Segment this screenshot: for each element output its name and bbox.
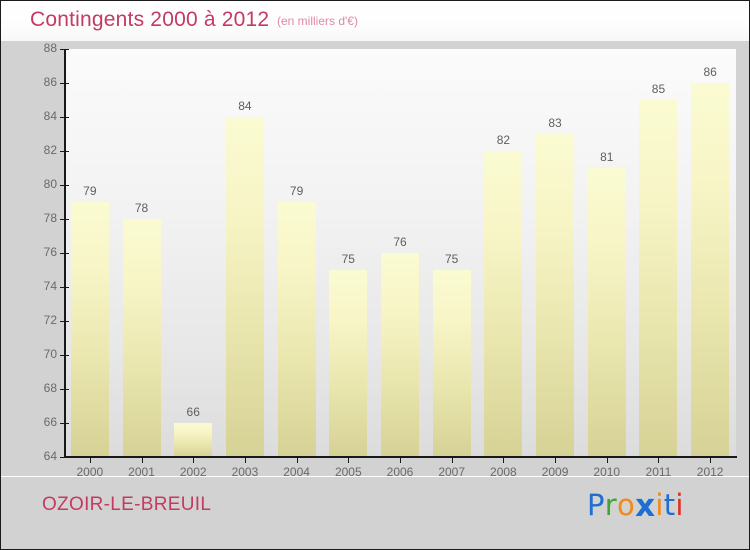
chart-footer: OZOIR-LE-BREUIL Proxiti <box>1 476 749 549</box>
y-axis-tick <box>60 82 69 84</box>
x-axis-tick <box>400 458 401 463</box>
x-axis-tick <box>348 458 350 463</box>
bar-2002[interactable] <box>174 423 213 457</box>
y-axis-tick-label: 70 <box>43 347 57 361</box>
y-axis-tick-label: 86 <box>43 75 57 89</box>
y-axis-tick <box>60 422 69 424</box>
y-axis-tick-label: 84 <box>43 109 57 123</box>
x-axis-line <box>64 456 737 458</box>
y-axis-tick <box>60 456 69 458</box>
x-axis-tick-label: 2001 <box>128 465 155 479</box>
y-axis-tick <box>60 48 69 50</box>
x-axis-tick <box>606 458 608 463</box>
bar-2009[interactable] <box>536 134 575 457</box>
bar-2007[interactable] <box>432 270 471 457</box>
y-axis-tick-label: 68 <box>43 381 57 395</box>
y-axis-tick-label: 80 <box>43 177 57 191</box>
bar-value-label: 78 <box>134 201 149 215</box>
bar-value-label: 84 <box>238 99 252 113</box>
bar-2010[interactable] <box>587 168 626 457</box>
x-axis-tick-label: 2004 <box>283 465 310 479</box>
bar-2003[interactable] <box>225 117 264 457</box>
y-axis-tick-label: 74 <box>43 279 57 293</box>
x-axis-tick-label: 2010 <box>593 465 621 479</box>
proxiti-logo[interactable]: Proxiti <box>587 488 684 524</box>
x-axis-tick <box>193 458 195 463</box>
bar-value-label: 81 <box>600 150 614 164</box>
x-axis-tick <box>451 458 453 463</box>
x-axis-tick <box>244 458 246 463</box>
y-axis-tick-label: 78 <box>43 211 57 225</box>
chart-title: Contingents 2000 à 2012 <box>30 8 270 31</box>
bar-value-label: 85 <box>651 82 666 96</box>
bar-value-label: 75 <box>341 252 355 266</box>
x-axis-tick-label: 2005 <box>334 465 362 479</box>
x-axis-tick-label: 2011 <box>645 465 672 479</box>
bar-2012[interactable] <box>691 83 730 457</box>
x-axis-tick-label: 2012 <box>696 465 724 479</box>
bar-value-label: 83 <box>548 116 562 130</box>
x-axis-tick <box>89 458 91 463</box>
bar-value-label: 79 <box>83 184 97 198</box>
y-axis-tick-label: 64 <box>43 449 57 463</box>
x-axis-tick <box>658 458 660 463</box>
bar-2004[interactable] <box>277 202 316 457</box>
y-axis-line <box>64 49 66 458</box>
chart-area: 79 78 66 84 79 75 76 75 82 83 81 85 86 64 66 68 70 72 74 7… <box>1 41 749 479</box>
y-axis-tick-label: 82 <box>43 143 57 157</box>
x-axis-tick <box>296 458 298 463</box>
bar-value-label: 82 <box>496 133 511 147</box>
y-axis-tick-label: 76 <box>43 245 57 259</box>
logo-letter-4: i <box>655 488 664 522</box>
bar-2001[interactable] <box>122 219 161 457</box>
x-axis-tick <box>555 458 557 463</box>
y-axis-tick <box>60 184 69 186</box>
bar-2011[interactable] <box>639 100 678 457</box>
logo-letter-3: x <box>635 488 656 524</box>
bar-2008[interactable] <box>484 151 523 457</box>
x-axis-tick-label: 2007 <box>438 465 466 479</box>
x-axis-tick-label: 2009 <box>541 465 569 479</box>
y-axis-tick <box>60 252 69 254</box>
y-axis-tick-label: 88 <box>43 41 57 55</box>
y-axis-tick <box>60 218 69 220</box>
bar-value-label: 75 <box>445 252 459 266</box>
footer-separator <box>1 476 749 477</box>
y-axis-tick <box>60 286 69 288</box>
logo-letter-2: o <box>617 488 636 522</box>
chart-subtitle: (en milliers d'€) <box>277 14 358 28</box>
logo-letter-0: P <box>587 488 605 522</box>
chart-header: Contingents 2000 à 2012 (en milliers d'€… <box>1 1 749 41</box>
y-axis-tick <box>60 354 69 356</box>
bar-2000[interactable] <box>70 202 109 457</box>
y-axis-tick <box>60 388 69 390</box>
logo-letter-5: t <box>663 488 676 522</box>
logo-letter-6: i <box>675 488 684 522</box>
x-axis-tick-label: 2003 <box>231 465 259 479</box>
bar-value-label: 79 <box>289 184 304 198</box>
x-axis-tick <box>710 458 712 463</box>
x-axis-tick-label: 2000 <box>76 465 104 479</box>
x-axis-tick <box>141 458 143 463</box>
bar-2006[interactable] <box>381 253 419 457</box>
y-axis-tick-label: 72 <box>43 313 57 327</box>
x-axis-tick-label: 2002 <box>179 465 207 479</box>
x-axis-tick <box>503 458 505 463</box>
logo-letter-1: r <box>604 488 618 522</box>
bar-value-label: 76 <box>393 235 407 249</box>
place-name-label: OZOIR-LE-BREUIL <box>42 494 212 515</box>
y-axis-tick <box>60 320 69 322</box>
x-axis-tick-label: 2006 <box>386 465 414 479</box>
y-axis-tick <box>60 150 69 152</box>
bar-value-label: 66 <box>186 405 200 419</box>
bar-value-label: 86 <box>703 65 717 79</box>
y-axis-tick-label: 66 <box>43 415 57 429</box>
y-axis-tick <box>60 116 69 118</box>
x-axis-tick-label: 2008 <box>490 465 517 479</box>
bar-2005[interactable] <box>329 270 368 457</box>
